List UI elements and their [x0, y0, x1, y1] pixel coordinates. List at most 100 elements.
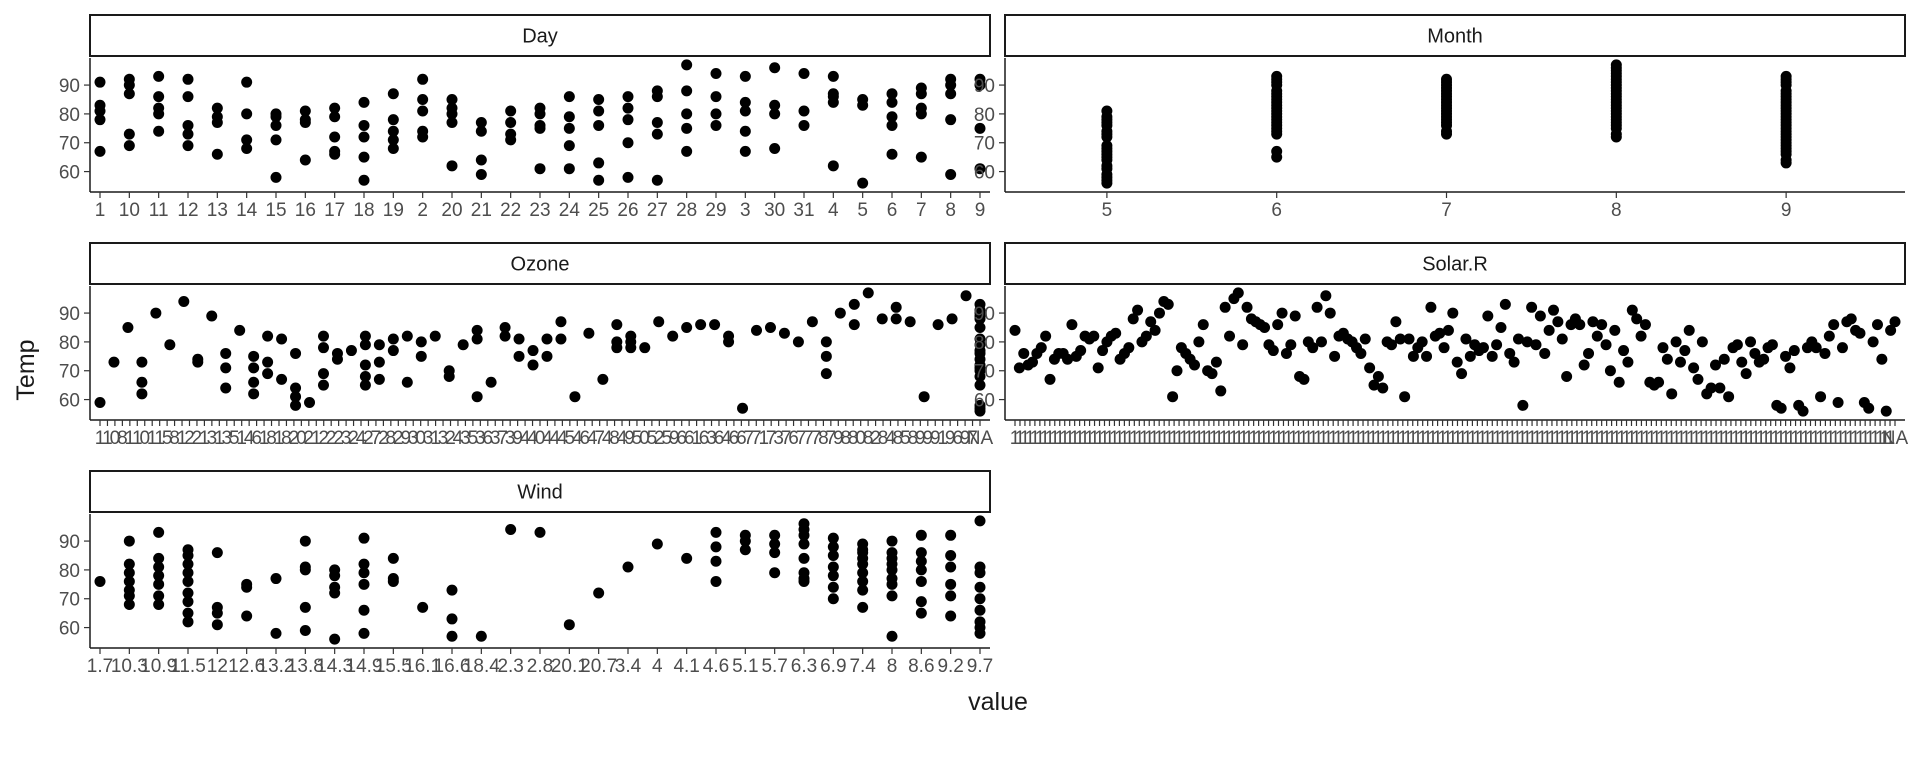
data-point — [1477, 342, 1489, 354]
data-point — [848, 298, 860, 310]
data-point — [1591, 330, 1603, 342]
data-point — [974, 163, 986, 175]
data-point — [1324, 307, 1336, 319]
x-tick-label: 1 — [1671, 428, 1682, 449]
x-tick-label: 1 — [1835, 428, 1846, 449]
data-point — [1876, 353, 1888, 365]
data-point — [1123, 342, 1135, 354]
data-point — [945, 168, 957, 180]
x-tick-label: 1 — [1815, 428, 1826, 449]
data-point — [625, 342, 637, 354]
x-tick-label: 3 — [438, 428, 449, 449]
data-point — [1224, 330, 1236, 342]
data-point — [206, 310, 218, 322]
x-tick-label: 6 — [736, 428, 747, 449]
data-point — [270, 627, 282, 639]
data-point — [153, 590, 165, 602]
data-point — [1517, 399, 1529, 411]
x-tick-label: 5.7 — [761, 656, 787, 677]
x-tick-label: 1 — [177, 428, 188, 449]
data-point — [317, 379, 329, 391]
data-point — [1101, 105, 1113, 117]
data-point — [220, 382, 232, 394]
data-point — [974, 371, 986, 383]
data-point — [220, 347, 232, 359]
data-point — [153, 552, 165, 564]
data-point — [276, 373, 288, 385]
x-tick-label: 1 — [1636, 428, 1647, 449]
data-point — [827, 96, 839, 108]
data-point — [974, 122, 986, 134]
data-point — [153, 526, 165, 538]
data-point — [1731, 339, 1743, 351]
x-tick-label: 3 — [341, 428, 352, 449]
x-tick-label: 1 — [1780, 428, 1791, 449]
x-tick-label: 1 — [758, 428, 769, 449]
x-tick-label: 1 — [1343, 428, 1354, 449]
x-tick-label: 9.2 — [937, 656, 963, 677]
data-point — [317, 368, 329, 380]
data-point — [299, 105, 311, 117]
data-point — [1714, 382, 1726, 394]
data-point — [290, 391, 302, 403]
x-tick-label: 1 — [1746, 428, 1757, 449]
data-point — [446, 613, 458, 625]
x-tick-label: 1 — [1885, 428, 1896, 449]
data-point — [485, 376, 497, 388]
data-point — [446, 117, 458, 129]
data-point — [710, 555, 722, 567]
x-tick-label: 1 — [1114, 428, 1125, 449]
x-tick-label: 1 — [1437, 428, 1448, 449]
data-point — [886, 564, 898, 576]
data-point — [739, 145, 751, 157]
x-tick-label: 5 — [632, 428, 643, 449]
data-point — [446, 160, 458, 172]
x-tick-label: 1 — [1124, 428, 1135, 449]
x-tick-label: 2 — [192, 428, 203, 449]
data-point — [358, 119, 370, 131]
data-point — [1267, 345, 1279, 357]
x-tick-label: 1 — [1010, 428, 1021, 449]
data-point — [1364, 362, 1376, 374]
data-point — [739, 544, 751, 556]
data-point — [1596, 319, 1608, 331]
x-tick-label: 29 — [705, 200, 726, 221]
data-point — [1736, 356, 1748, 368]
x-tick-label: 1 — [1731, 428, 1742, 449]
x-tick-label: 1 — [1313, 428, 1324, 449]
x-tick-label: 1 — [1741, 428, 1752, 449]
x-tick-label: 13.2 — [258, 656, 295, 677]
x-tick-label: 8 — [893, 428, 904, 449]
data-point — [1280, 347, 1292, 359]
data-point — [593, 587, 605, 599]
data-point — [681, 59, 693, 71]
x-tick-label: 7 — [766, 428, 777, 449]
data-point — [262, 368, 274, 380]
data-point — [739, 105, 751, 117]
data-point — [593, 105, 605, 117]
data-point — [1271, 145, 1283, 157]
x-tick-label: 14.3 — [316, 656, 353, 677]
data-point — [1854, 327, 1866, 339]
facet-title: Ozone — [511, 254, 570, 276]
x-tick-label: 4 — [557, 428, 568, 449]
x-tick-label: 1 — [1223, 428, 1234, 449]
data-point — [710, 575, 722, 587]
data-point — [415, 350, 427, 362]
x-tick-label: 20.7 — [580, 656, 617, 677]
data-point — [932, 319, 944, 331]
x-tick-label: 1 — [1522, 428, 1533, 449]
x-tick-label: 8 — [386, 428, 397, 449]
x-tick-label: 1.7 — [87, 656, 113, 677]
data-point — [358, 151, 370, 163]
data-point — [681, 552, 693, 564]
x-tick-label: 1 — [1591, 428, 1602, 449]
data-point — [1456, 368, 1468, 380]
facet-title: Solar.R — [1422, 254, 1488, 276]
x-tick-label: 1 — [1323, 428, 1334, 449]
x-tick-label: 1 — [274, 428, 285, 449]
x-tick-label: 30 — [764, 200, 785, 221]
data-point — [270, 111, 282, 123]
data-point — [681, 108, 693, 120]
x-tick-label: 1 — [1596, 428, 1607, 449]
